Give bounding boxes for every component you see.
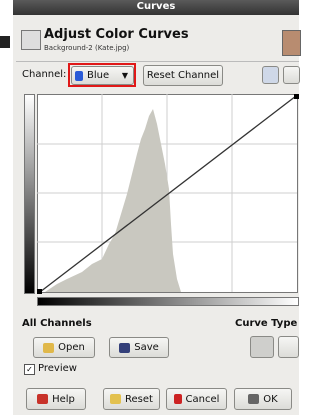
window-title: Curves — [13, 1, 299, 12]
curve-type-label: Curve Type — [235, 318, 297, 329]
save-label: Save — [134, 342, 159, 353]
reset-button[interactable]: Reset — [103, 388, 160, 410]
curve-point[interactable] — [37, 289, 42, 294]
curve-area[interactable] — [37, 94, 299, 294]
ok-button[interactable]: OK — [234, 388, 292, 410]
highlight-box — [68, 63, 136, 87]
ok-label: OK — [263, 394, 277, 405]
background-edge — [0, 36, 10, 48]
input-gradient — [37, 297, 299, 306]
freehand-curve-toggle[interactable] — [278, 336, 299, 358]
help-button[interactable]: Help — [26, 388, 86, 410]
header-title: Adjust Color Curves — [44, 27, 189, 42]
help-label: Help — [52, 394, 75, 405]
reset-channel-button[interactable]: Reset Channel — [143, 65, 223, 86]
header-subtitle: Background-2 (Kate.jpg) — [44, 44, 129, 52]
reset-label: Reset — [125, 394, 153, 405]
preview-label: Preview — [38, 363, 77, 374]
curve-point[interactable] — [294, 94, 299, 99]
channel-label: Channel: — [22, 69, 66, 80]
thumbnail — [282, 30, 301, 56]
preview-checkbox[interactable]: ✓ — [24, 364, 35, 375]
screen: Curves Adjust Color Curves Background-2 … — [0, 0, 299, 415]
save-button[interactable]: Save — [109, 337, 169, 358]
separator — [16, 61, 299, 62]
value-gradient — [24, 94, 35, 294]
linear-view-toggle[interactable] — [262, 66, 279, 84]
open-button[interactable]: Open — [33, 337, 95, 358]
cancel-button[interactable]: Cancel — [166, 388, 227, 410]
smooth-curve-toggle[interactable] — [250, 336, 274, 358]
all-channels-label: All Channels — [22, 318, 92, 329]
open-label: Open — [58, 342, 85, 353]
cancel-label: Cancel — [186, 394, 220, 405]
header-icon — [21, 30, 41, 50]
log-view-toggle[interactable] — [283, 66, 300, 84]
